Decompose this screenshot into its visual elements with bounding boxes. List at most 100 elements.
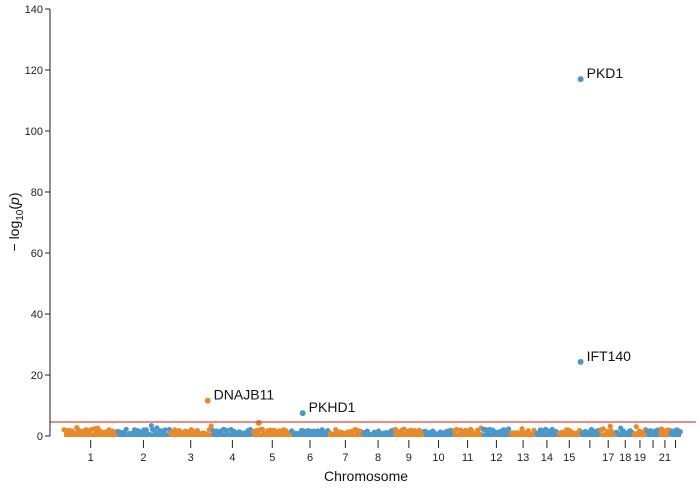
- snp-point: [328, 430, 334, 437]
- snp-point: [241, 430, 248, 436]
- snp-point: [332, 431, 338, 437]
- snp-point: [123, 426, 129, 432]
- snp-point: [208, 423, 214, 429]
- snp-point: [516, 431, 522, 437]
- x-axis-title: Chromosome: [324, 468, 408, 484]
- snp-point: [129, 430, 135, 437]
- snp-point: [194, 427, 201, 434]
- snp-point-notable: [255, 419, 262, 426]
- snp-point: [143, 427, 150, 433]
- chromosome-13-band: [510, 432, 536, 437]
- snp-point: [600, 426, 606, 432]
- x-tick-label: 17: [602, 452, 614, 464]
- chromosome-11-band: [453, 432, 483, 437]
- y-tick-label: 20: [31, 370, 43, 382]
- x-axis: 1 2 3 4 5 6 7 8 9 10 11 12 13 14 15 17 18 19 21: [88, 440, 677, 464]
- snp-point: [640, 431, 647, 437]
- chromosome-14-band: [535, 432, 559, 437]
- x-tick-label: 4: [229, 452, 235, 464]
- snp-point: [402, 431, 408, 437]
- hit-label-pkd1: PKD1: [587, 65, 624, 81]
- snp-point: [319, 427, 325, 433]
- y-axis-title-subscript: 10: [15, 209, 26, 221]
- y-axis: 0 20 40 60 80 100 120 140: [25, 4, 51, 443]
- y-tick-label: 120: [25, 65, 43, 77]
- snp-point: [178, 430, 184, 436]
- hit-point-dnajb11: [204, 397, 211, 404]
- snp-point: [607, 423, 613, 429]
- y-axis-title-p: p: [6, 197, 22, 206]
- chromosome-22-band: [670, 432, 681, 437]
- y-axis-title: − log10(p): [6, 192, 26, 251]
- snp-point: [315, 428, 321, 434]
- y-tick-label: 40: [31, 309, 43, 321]
- x-tick-label: 15: [563, 452, 575, 464]
- x-tick-label: 1: [88, 452, 94, 464]
- y-tick-label: 80: [31, 187, 43, 199]
- y-axis-title-paren: (: [6, 205, 22, 210]
- snp-point: [366, 431, 372, 437]
- snp-point: [506, 426, 512, 432]
- snp-point: [333, 426, 339, 433]
- chromosome-5-band: [252, 432, 292, 437]
- snp-point: [519, 426, 525, 432]
- snp-point: [476, 430, 482, 436]
- x-tick-label: 14: [541, 452, 553, 464]
- x-tick-label: 10: [432, 452, 444, 464]
- y-axis-title-minus-log: − log: [6, 221, 22, 252]
- x-tick-label: 6: [307, 452, 313, 464]
- hit-label-dnajb11: DNAJB11: [214, 387, 275, 403]
- snp-point: [546, 430, 553, 436]
- x-tick-label: 19: [634, 452, 646, 464]
- snp-point: [261, 431, 268, 437]
- snp-point: [526, 431, 532, 437]
- snp-point: [561, 431, 568, 437]
- x-tick-label: 11: [462, 452, 473, 464]
- x-tick-label: 7: [342, 452, 348, 464]
- chromosome-9-band: [393, 432, 424, 437]
- chromosome-16-band: [580, 432, 600, 437]
- x-tick-label: 5: [269, 452, 275, 464]
- x-tick-label: 3: [188, 452, 194, 464]
- hit-point-pkhd1: [299, 410, 306, 417]
- chromosome-3-band: [169, 432, 212, 437]
- hit-label-ift140: IFT140: [587, 348, 632, 364]
- x-tick-label: 12: [490, 452, 502, 464]
- x-tick-label: 2: [140, 452, 146, 464]
- snp-point: [426, 429, 432, 436]
- snp-point: [259, 426, 266, 433]
- snp-point: [203, 431, 209, 437]
- snp-point: [472, 431, 478, 437]
- chromosome-2-band: [117, 432, 170, 437]
- snp-point: [401, 426, 407, 432]
- snp-point: [153, 430, 159, 436]
- snp-point: [149, 426, 156, 433]
- snp-point: [614, 429, 620, 435]
- snp-point: [633, 424, 639, 430]
- x-tick-label: 8: [375, 452, 381, 464]
- hit-point-ift140: [577, 358, 584, 365]
- y-tick-label: 140: [25, 4, 43, 16]
- x-tick-label: 13: [517, 452, 529, 464]
- snp-point: [454, 426, 460, 433]
- snp-point: [162, 427, 168, 433]
- chromosome-4-band: [211, 432, 253, 437]
- x-tick-label: 9: [406, 452, 412, 464]
- y-axis-title-close: ): [6, 192, 22, 197]
- y-tick-label: 100: [25, 126, 43, 138]
- snp-point: [225, 431, 231, 437]
- x-tick-label: 21: [659, 452, 671, 464]
- snp-point: [213, 428, 220, 434]
- snp-point: [377, 430, 383, 436]
- hit-point-pkd1: [577, 76, 584, 83]
- labeled-hits: PKD1 IFT140 DNAJB11 PKHD1: [204, 65, 632, 417]
- snp-point: [457, 431, 463, 437]
- hit-label-pkhd1: PKHD1: [309, 399, 356, 415]
- chromosome-1-band: [64, 432, 118, 437]
- x-tick-label: 18: [619, 452, 631, 464]
- snp-point: [268, 427, 274, 433]
- snp-point: [72, 430, 78, 436]
- snp-point: [146, 431, 152, 437]
- snp-point: [677, 429, 683, 435]
